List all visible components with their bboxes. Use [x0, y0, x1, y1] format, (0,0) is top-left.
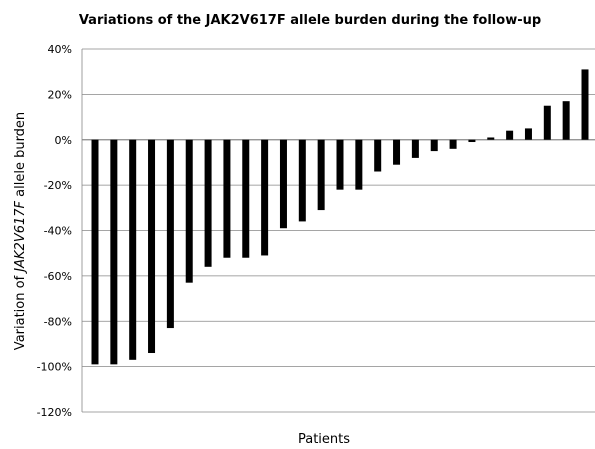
- bar: [430, 139, 438, 152]
- y-tick-label: -100%: [37, 361, 72, 374]
- y-tick-label: -40%: [44, 225, 72, 238]
- bar: [411, 139, 419, 158]
- bar: [524, 128, 532, 140]
- bar: [355, 139, 363, 190]
- gridlines: [81, 48, 595, 413]
- y-axis-label: Variation of JAK2V617F allele burden: [13, 112, 28, 350]
- bar: [279, 139, 287, 229]
- y-axis-label-prefix: Variation of: [13, 272, 28, 350]
- bar: [581, 69, 589, 140]
- chart-title: Variations of the JAK2V617F allele burde…: [79, 13, 541, 28]
- bars: [91, 69, 589, 365]
- bar: [317, 139, 325, 211]
- bar: [506, 130, 514, 140]
- bar: [204, 139, 212, 267]
- x-axis-label: Patients: [298, 432, 350, 447]
- bar: [110, 139, 118, 365]
- bar: [298, 139, 306, 222]
- bar: [374, 139, 382, 172]
- bar: [261, 139, 269, 256]
- bar: [543, 105, 551, 140]
- bar: [242, 139, 250, 258]
- y-axis-label-suffix: allele burden: [13, 112, 28, 201]
- y-tick-label: 0%: [55, 134, 72, 147]
- bar: [468, 139, 476, 143]
- bar: [487, 137, 495, 140]
- bar: [148, 139, 156, 354]
- y-tick-label: -120%: [37, 406, 72, 419]
- bar: [129, 139, 137, 360]
- bar: [393, 139, 401, 165]
- y-tick-label: -60%: [44, 270, 72, 283]
- y-tick-label: 40%: [48, 43, 72, 56]
- y-tick-label: -20%: [44, 179, 72, 192]
- y-tick-label: 20%: [48, 88, 72, 101]
- bar: [91, 139, 99, 365]
- bar: [562, 101, 570, 140]
- y-tick-label: -80%: [44, 315, 72, 328]
- bar: [336, 139, 344, 190]
- bar: [449, 139, 457, 149]
- y-axis-label-italic: JAK2V617F: [13, 200, 28, 274]
- y-tick-labels: 40% 20% 0% -20% -40% -60% -80% -100% -120%: [37, 43, 72, 419]
- bar: [223, 139, 231, 258]
- bar: [166, 139, 174, 329]
- bar: [185, 139, 193, 283]
